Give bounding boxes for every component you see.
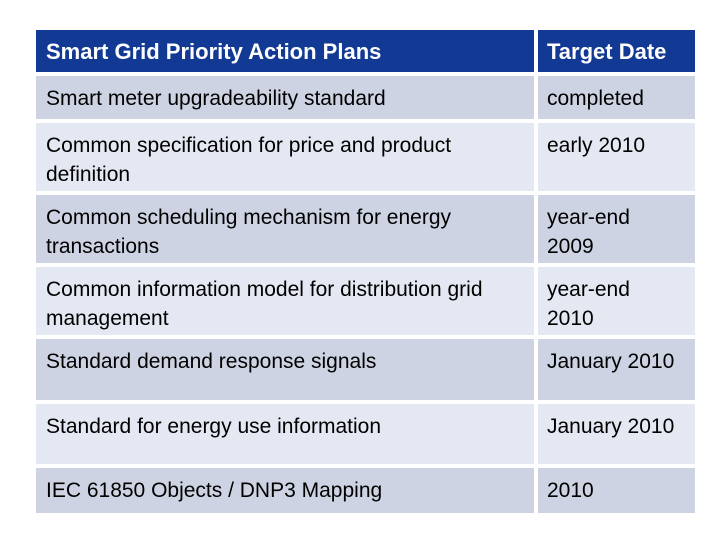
plan-cell: Standard demand response signals — [36, 339, 534, 400]
table-row: Common information model for distributio… — [36, 267, 695, 335]
plan-cell: Common specification for price and produ… — [36, 123, 534, 191]
date-cell: completed — [538, 76, 695, 119]
date-cell: early 2010 — [538, 123, 695, 191]
date-cell: 2010 — [538, 468, 695, 513]
table-row: Common specification for price and produ… — [36, 123, 695, 191]
priority-action-plans-table: Smart Grid Priority Action Plans Target … — [36, 30, 695, 517]
plan-cell: Standard for energy use information — [36, 404, 534, 464]
table-header-row: Smart Grid Priority Action Plans Target … — [36, 30, 695, 72]
header-cell-target-date: Target Date — [538, 30, 695, 72]
date-cell: year-end 2009 — [538, 195, 695, 263]
table-row: IEC 61850 Objects / DNP3 Mapping 2010 — [36, 468, 695, 513]
plan-cell: Smart meter upgradeability standard — [36, 76, 534, 119]
header-cell-priority-action-plans: Smart Grid Priority Action Plans — [36, 30, 534, 72]
table-row: Common scheduling mechanism for energy t… — [36, 195, 695, 263]
table-row: Standard for energy use information Janu… — [36, 404, 695, 464]
table-row: Standard demand response signals January… — [36, 339, 695, 400]
date-cell: January 2010 — [538, 339, 695, 400]
date-cell: year-end 2010 — [538, 267, 695, 335]
date-cell: January 2010 — [538, 404, 695, 464]
plan-cell: Common information model for distributio… — [36, 267, 534, 335]
table-row: Smart meter upgradeability standard comp… — [36, 76, 695, 119]
plan-cell: Common scheduling mechanism for energy t… — [36, 195, 534, 263]
plan-cell: IEC 61850 Objects / DNP3 Mapping — [36, 468, 534, 513]
